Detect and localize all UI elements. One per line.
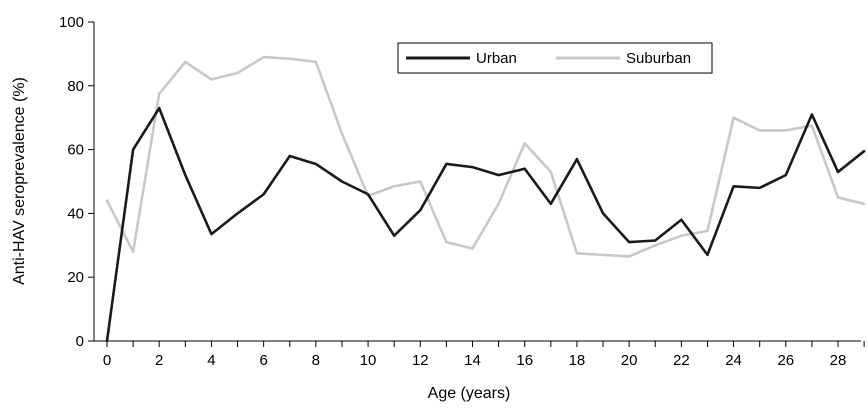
legend-label-urban: Urban bbox=[476, 50, 517, 67]
y-tick-label: 100 bbox=[59, 14, 84, 31]
legend: Urban Suburban bbox=[397, 42, 713, 74]
series-layer bbox=[105, 55, 866, 343]
x-tick-label: 26 bbox=[777, 352, 794, 369]
x-axis-title: Age (years) bbox=[428, 385, 511, 402]
x-tick-label: 8 bbox=[312, 352, 320, 369]
series-line-urban bbox=[105, 106, 866, 343]
x-tick-label: 22 bbox=[673, 352, 690, 369]
legend-label-suburban: Suburban bbox=[626, 50, 691, 67]
x-tick-label: 20 bbox=[621, 352, 638, 369]
x-tick-label: 12 bbox=[412, 352, 429, 369]
x-tick-label: 10 bbox=[360, 352, 377, 369]
y-tick-label: 0 bbox=[76, 333, 84, 350]
x-tick-label: 14 bbox=[464, 352, 481, 369]
y-tick-label: 20 bbox=[67, 269, 84, 286]
y-tick-label: 60 bbox=[67, 142, 84, 159]
x-tick-label: 6 bbox=[259, 352, 267, 369]
x-tick-label: 4 bbox=[207, 352, 215, 369]
y-tick-label: 80 bbox=[67, 78, 84, 95]
y-tick-label: 40 bbox=[67, 205, 84, 222]
x-tick-label: 0 bbox=[103, 352, 111, 369]
x-tick-label: 18 bbox=[569, 352, 586, 369]
series-line-suburban bbox=[105, 55, 866, 258]
y-axis: 0 20 40 60 80 100 bbox=[59, 14, 95, 350]
x-axis: 0 2 4 6 8 10 12 14 16 18 20 22 24 26 28 bbox=[94, 340, 865, 369]
x-tick-label: 24 bbox=[725, 352, 742, 369]
x-tick-label: 28 bbox=[830, 352, 847, 369]
x-tick-label: 16 bbox=[516, 352, 533, 369]
x-tick-label: 2 bbox=[155, 352, 163, 369]
y-axis-title: Anti-HAV seroprevalence (%) bbox=[11, 77, 28, 285]
